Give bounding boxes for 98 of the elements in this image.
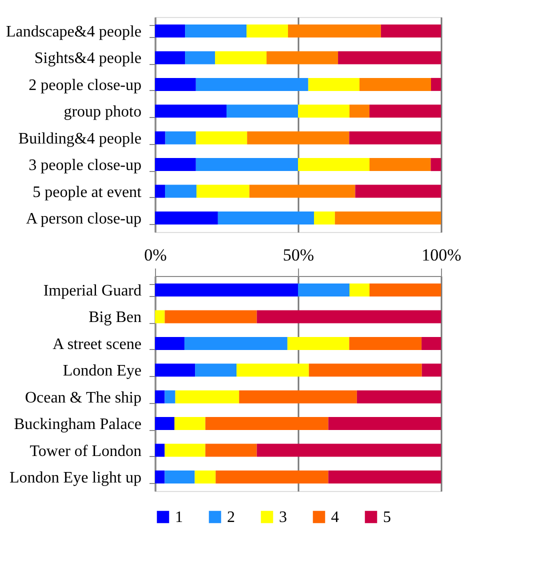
bar bbox=[185, 24, 247, 38]
y-tick-label: 2 people close-up bbox=[28, 76, 142, 94]
bar bbox=[314, 211, 335, 224]
y-tick-label: Building&4 people bbox=[18, 130, 142, 148]
bar bbox=[165, 131, 196, 144]
bar bbox=[164, 310, 257, 324]
y-tick-label: Imperial Guard bbox=[43, 282, 142, 300]
bar bbox=[287, 336, 350, 350]
bar bbox=[155, 211, 218, 224]
bar bbox=[256, 444, 441, 457]
y-tick-label: Tower of London bbox=[30, 442, 142, 460]
bar bbox=[430, 158, 441, 172]
bar bbox=[370, 158, 431, 172]
bar bbox=[288, 24, 381, 38]
bar bbox=[196, 131, 248, 144]
bar bbox=[155, 184, 166, 198]
y-tick-label: A person close-up bbox=[26, 210, 142, 228]
bar bbox=[239, 390, 357, 404]
bar bbox=[298, 284, 350, 297]
bar bbox=[174, 417, 206, 430]
legend-label: 2 bbox=[227, 509, 235, 526]
bar bbox=[328, 417, 441, 430]
bar bbox=[308, 78, 360, 91]
bar bbox=[256, 310, 441, 324]
bar bbox=[370, 284, 441, 297]
bar bbox=[349, 131, 441, 144]
bar bbox=[246, 24, 288, 38]
legend-label: 3 bbox=[279, 509, 287, 526]
bar bbox=[155, 444, 165, 457]
bar bbox=[175, 390, 240, 404]
bar bbox=[155, 158, 196, 172]
bar bbox=[155, 284, 298, 297]
bar bbox=[164, 444, 206, 457]
bar bbox=[194, 470, 216, 484]
bar bbox=[155, 336, 184, 350]
y-tick-label: Ocean & The ship bbox=[24, 389, 142, 406]
bar bbox=[247, 131, 350, 144]
legend-label: 5 bbox=[383, 509, 391, 526]
bar bbox=[249, 184, 356, 198]
bar bbox=[196, 184, 250, 198]
bar bbox=[334, 211, 441, 224]
bar bbox=[155, 78, 196, 91]
bar bbox=[155, 310, 165, 324]
bar bbox=[349, 336, 422, 350]
bar bbox=[205, 444, 257, 457]
bar bbox=[356, 390, 441, 404]
bar bbox=[298, 104, 350, 118]
bar bbox=[236, 364, 309, 377]
y-tick-label: group photo bbox=[64, 104, 142, 121]
bar bbox=[196, 78, 308, 91]
bar bbox=[216, 470, 328, 484]
bar bbox=[155, 390, 165, 404]
bar bbox=[155, 417, 174, 430]
legend-label: 1 bbox=[175, 509, 183, 526]
bar bbox=[349, 284, 370, 297]
bar bbox=[355, 184, 441, 198]
bar bbox=[155, 470, 165, 484]
legend-label: 4 bbox=[331, 509, 339, 526]
bar bbox=[298, 158, 370, 172]
bar bbox=[155, 104, 226, 118]
bar bbox=[164, 390, 176, 404]
bar bbox=[338, 51, 441, 64]
x-tick-label: 0% bbox=[144, 246, 167, 264]
bar bbox=[430, 78, 441, 91]
bar bbox=[422, 336, 441, 350]
bar bbox=[308, 364, 422, 377]
bar bbox=[185, 51, 216, 64]
y-tick-label: 3 people close-up bbox=[28, 157, 142, 174]
bar bbox=[359, 78, 431, 91]
bar bbox=[165, 184, 196, 198]
bar bbox=[164, 470, 195, 484]
y-tick-label: Landscape&4 people bbox=[6, 24, 142, 41]
bar bbox=[155, 131, 166, 144]
bar bbox=[328, 470, 441, 484]
y-tick-label: London Eye light up bbox=[10, 469, 142, 486]
bar bbox=[370, 104, 441, 118]
bar bbox=[215, 51, 267, 64]
bar bbox=[205, 417, 328, 430]
bar bbox=[155, 24, 186, 38]
bar bbox=[195, 364, 237, 377]
y-tick-label: 5 people at event bbox=[32, 184, 142, 201]
y-tick-label: Big Ben bbox=[88, 309, 142, 326]
bar bbox=[196, 158, 298, 172]
bar bbox=[184, 336, 288, 350]
bar bbox=[266, 51, 338, 64]
y-tick-label: Sights&4 people bbox=[34, 50, 142, 68]
x-tick-label: 100% bbox=[422, 246, 462, 264]
bar bbox=[349, 104, 370, 118]
y-tick-label: Buckingham Palace bbox=[14, 416, 142, 434]
bar bbox=[218, 211, 314, 224]
y-tick-label: A street scene bbox=[52, 336, 142, 353]
bar bbox=[380, 24, 441, 38]
bar bbox=[422, 364, 442, 377]
x-tick-label: 50% bbox=[282, 246, 314, 264]
bar bbox=[226, 104, 298, 118]
y-tick-label: London Eye bbox=[62, 362, 142, 380]
bar bbox=[155, 51, 186, 64]
bar bbox=[155, 364, 196, 377]
